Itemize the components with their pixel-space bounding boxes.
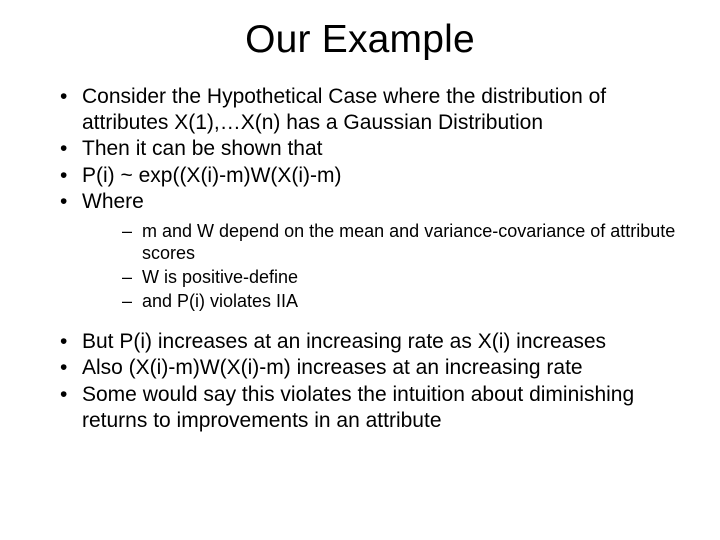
sub-bullet-list: m and W depend on the mean and variance-…: [82, 221, 684, 313]
sub-bullet-item: W is positive-define: [122, 267, 684, 289]
bullet-item: Where m and W depend on the mean and var…: [60, 189, 684, 312]
bullet-list-top: Consider the Hypothetical Case where the…: [36, 84, 684, 313]
bullet-item: P(i) ~ exp((X(i)-m)W(X(i)-m): [60, 163, 684, 189]
bullet-text: But P(i) increases at an increasing rate…: [82, 330, 606, 353]
sub-bullet-text: W is positive-define: [142, 267, 298, 287]
bullet-item: Then it can be shown that: [60, 136, 684, 162]
sub-bullet-text: and P(i) violates IIA: [142, 291, 298, 311]
bullet-text: Some would say this violates the intuiti…: [82, 383, 634, 432]
bullet-text: Consider the Hypothetical Case where the…: [82, 85, 606, 134]
bullet-item: But P(i) increases at an increasing rate…: [60, 329, 684, 355]
bullet-text: Then it can be shown that: [82, 137, 323, 160]
bullet-item: Some would say this violates the intuiti…: [60, 382, 684, 433]
sub-bullet-item: m and W depend on the mean and variance-…: [122, 221, 684, 265]
bullet-list-bottom: But P(i) increases at an increasing rate…: [36, 329, 684, 433]
bullet-text: P(i) ~ exp((X(i)-m)W(X(i)-m): [82, 164, 342, 187]
bullet-item: Also (X(i)-m)W(X(i)-m) increases at an i…: [60, 355, 684, 381]
sub-bullet-item: and P(i) violates IIA: [122, 291, 684, 313]
slide: Our Example Consider the Hypothetical Ca…: [0, 0, 720, 540]
bullet-item: Consider the Hypothetical Case where the…: [60, 84, 684, 135]
bullet-text: Also (X(i)-m)W(X(i)-m) increases at an i…: [82, 356, 583, 379]
bullet-text: Where: [82, 190, 144, 213]
slide-title: Our Example: [36, 18, 684, 62]
sub-bullet-text: m and W depend on the mean and variance-…: [142, 221, 675, 263]
